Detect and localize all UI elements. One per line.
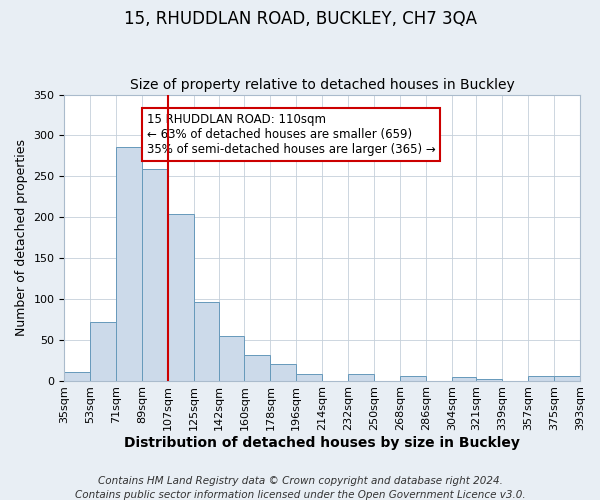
Text: Contains HM Land Registry data © Crown copyright and database right 2024.
Contai: Contains HM Land Registry data © Crown c…: [74, 476, 526, 500]
Bar: [116, 147, 142, 380]
Bar: [194, 302, 218, 380]
Bar: [452, 378, 476, 380]
X-axis label: Distribution of detached houses by size in Buckley: Distribution of detached houses by size …: [124, 436, 520, 450]
Bar: [296, 374, 322, 380]
Text: 15, RHUDDLAN ROAD, BUCKLEY, CH7 3QA: 15, RHUDDLAN ROAD, BUCKLEY, CH7 3QA: [124, 10, 476, 28]
Bar: [554, 376, 580, 380]
Bar: [244, 355, 271, 380]
Bar: [400, 376, 426, 380]
Bar: [64, 372, 91, 380]
Bar: [348, 374, 374, 380]
Title: Size of property relative to detached houses in Buckley: Size of property relative to detached ho…: [130, 78, 515, 92]
Bar: [528, 376, 554, 380]
Bar: [168, 214, 194, 380]
Text: 15 RHUDDLAN ROAD: 110sqm
← 63% of detached houses are smaller (659)
35% of semi-: 15 RHUDDLAN ROAD: 110sqm ← 63% of detach…: [147, 113, 436, 156]
Bar: [142, 169, 168, 380]
Bar: [218, 336, 244, 380]
Bar: [476, 379, 502, 380]
Y-axis label: Number of detached properties: Number of detached properties: [15, 139, 28, 336]
Bar: [271, 364, 296, 380]
Bar: [91, 322, 116, 380]
